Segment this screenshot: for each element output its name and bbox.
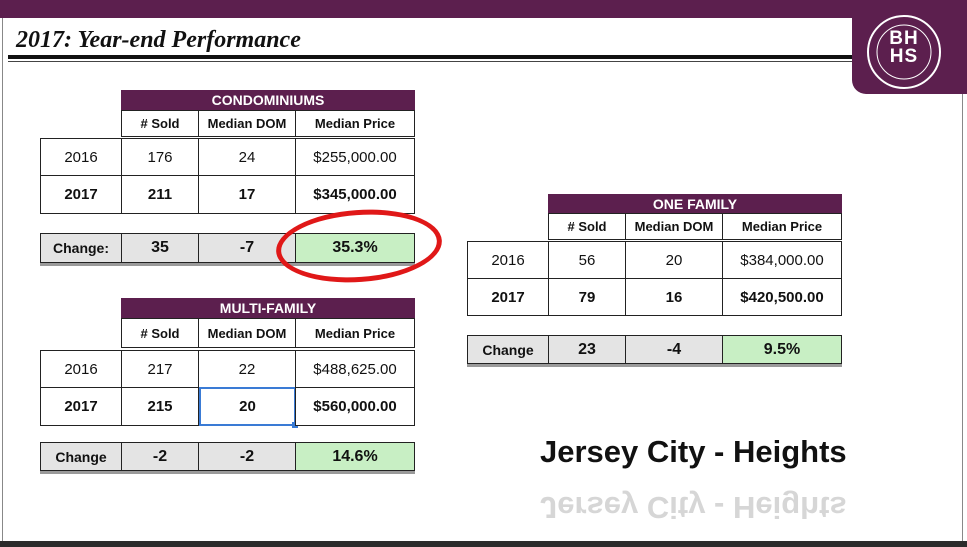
condo-header: CONDOMINIUMS (121, 90, 415, 110)
onefam-col-price: Median Price (722, 213, 842, 240)
onefam-change-price: 9.5% (722, 335, 842, 364)
multi-row-2016-price: $488,625.00 (295, 350, 415, 388)
onefam-change-label: Change (467, 335, 549, 364)
top-brand-bar (0, 0, 967, 18)
bhhs-logo-text: BH HS (880, 28, 928, 67)
condo-row-2017-price: $345,000.00 (295, 175, 415, 214)
multi-row-2017-price: $560,000.00 (295, 387, 415, 426)
multi-header: MULTI-FAMILY (121, 298, 415, 318)
logo-tab (852, 10, 967, 94)
multi-row-2016-year: 2016 (40, 350, 122, 388)
multi-change-label: Change (40, 442, 122, 471)
onefam-change-sold: 23 (548, 335, 626, 364)
onefam-row-2017-year: 2017 (467, 278, 549, 316)
multi-row-2016-sold: 217 (121, 350, 199, 388)
condo-change-dom: -7 (198, 233, 296, 263)
condo-row-2016-year: 2016 (40, 138, 122, 176)
condo-change-price: 35.3% (295, 233, 415, 263)
multi-col-sold: # Sold (121, 318, 199, 348)
condo-row-2017-dom: 17 (198, 175, 296, 214)
multi-change-sold: -2 (121, 442, 199, 471)
multi-row-2017-year: 2017 (40, 387, 122, 426)
title-rule-thick (8, 55, 852, 59)
condo-row-2016-price: $255,000.00 (295, 138, 415, 176)
slide-title: 2017: Year-end Performance (16, 27, 301, 53)
title-rule-thin (8, 61, 852, 62)
onefam-row-2017-dom: 16 (625, 278, 723, 316)
onefam-change-dom: -4 (625, 335, 723, 364)
onefam-row-2017-sold: 79 (548, 278, 626, 316)
onefam-row-2016-price: $384,000.00 (722, 241, 842, 279)
condo-col-price: Median Price (295, 110, 415, 137)
multi-row-2017-sold: 215 (121, 387, 199, 426)
onefam-row-2016-dom: 20 (625, 241, 723, 279)
location-title: Jersey City - Heights (540, 434, 847, 469)
multi-col-price: Median Price (295, 318, 415, 348)
logo-line1: BH (889, 28, 919, 49)
location-title-reflection: Jersey City - Heights (540, 490, 847, 525)
onefam-col-sold: # Sold (548, 213, 626, 240)
condo-col-dom: Median DOM (198, 110, 296, 137)
onefam-row-2016-year: 2016 (467, 241, 549, 279)
multi-change-dom: -2 (198, 442, 296, 471)
onefam-col-dom: Median DOM (625, 213, 723, 240)
condo-row-2017-year: 2017 (40, 175, 122, 214)
condo-change-label: Change: (40, 233, 122, 263)
condo-row-2016-dom: 24 (198, 138, 296, 176)
multi-change-price: 14.6% (295, 442, 415, 471)
onefam-row-2016-sold: 56 (548, 241, 626, 279)
multi-row-2017-dom-selected[interactable]: 20 (199, 387, 296, 426)
condo-col-sold: # Sold (121, 110, 199, 137)
bottom-bar (0, 541, 967, 547)
onefam-row-2017-price: $420,500.00 (722, 278, 842, 316)
condo-row-2017-sold: 211 (121, 175, 199, 214)
multi-row-2016-dom: 22 (198, 350, 296, 388)
logo-line2: HS (889, 46, 919, 67)
onefam-header: ONE FAMILY (548, 194, 842, 214)
multi-col-dom: Median DOM (198, 318, 296, 348)
condo-row-2016-sold: 176 (121, 138, 199, 176)
bhhs-logo-icon (867, 15, 941, 89)
condo-change-sold: 35 (121, 233, 199, 263)
